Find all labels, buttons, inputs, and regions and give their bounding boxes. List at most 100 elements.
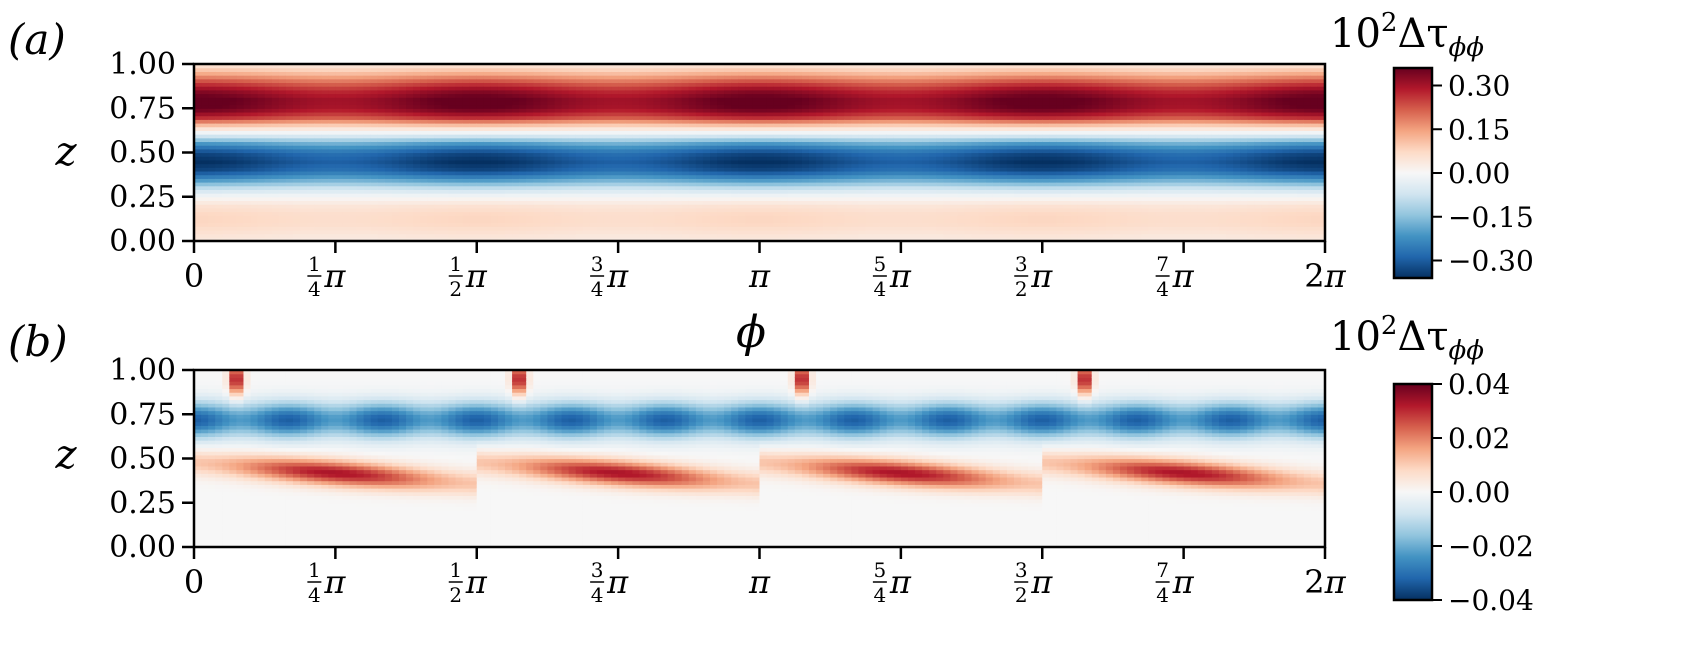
- heatmap-cell: [929, 233, 937, 238]
- heatmap-cell: [455, 167, 464, 172]
- heatmap-cell: [285, 111, 294, 117]
- heatmap-cell: [808, 204, 817, 209]
- heatmap-cell: [349, 111, 358, 117]
- heatmap-cell: [695, 222, 704, 227]
- heatmap-cell: [526, 229, 534, 235]
- heatmap-cell: [759, 233, 768, 238]
- heatmap-cell: [632, 134, 640, 139]
- heatmap-cell: [300, 67, 308, 72]
- heatmap-cell: [406, 100, 414, 106]
- heatmap-cell: [257, 174, 266, 179]
- heatmap-cell: [787, 78, 796, 84]
- heatmap-cell: [561, 170, 570, 176]
- heatmap-cell: [243, 185, 252, 190]
- heatmap-cell: [625, 170, 633, 176]
- heatmap-cell: [370, 123, 379, 128]
- heatmap-cell: [922, 237, 930, 242]
- heatmap-cell: [243, 71, 252, 76]
- heatmap-cell: [335, 226, 344, 231]
- heatmap-cell: [780, 104, 789, 109]
- heatmap-cell: [801, 141, 810, 146]
- heatmap-cell: [780, 159, 789, 165]
- heatmap-cell: [759, 200, 768, 205]
- heatmap-cell: [808, 126, 817, 131]
- heatmap-cell: [837, 141, 845, 146]
- heatmap-cell: [738, 86, 746, 91]
- heatmap-cell: [688, 104, 697, 109]
- heatmap-cell: [490, 137, 499, 143]
- heatmap-cell: [278, 156, 287, 161]
- heatmap-cell: [688, 141, 697, 146]
- heatmap-cell: [816, 111, 824, 117]
- heatmap-cell: [688, 108, 697, 113]
- heatmap-cell: [335, 218, 344, 224]
- heatmap-cell: [801, 100, 810, 106]
- heatmap-cell: [780, 204, 789, 209]
- heatmap-cell: [893, 126, 902, 131]
- heatmap-cell: [236, 182, 245, 187]
- heatmap-cell: [575, 137, 584, 143]
- heatmap-cell: [406, 97, 414, 102]
- heatmap-cell: [370, 156, 379, 161]
- heatmap-cell: [851, 119, 860, 124]
- heatmap-cell: [356, 104, 365, 109]
- heatmap-cell: [575, 174, 584, 179]
- heatmap-cell: [603, 119, 612, 124]
- heatmap-cell: [632, 159, 640, 165]
- heatmap-cell: [250, 200, 259, 205]
- heatmap-cell: [490, 71, 499, 76]
- heatmap-cell: [618, 126, 626, 131]
- heatmap-cell: [681, 130, 690, 135]
- heatmap-cell: [575, 123, 584, 128]
- heatmap-cell: [886, 222, 895, 227]
- heatmap-cell: [589, 196, 598, 202]
- heatmap-cell: [222, 196, 230, 202]
- heatmap-cell: [773, 145, 782, 150]
- heatmap-cell: [300, 97, 308, 102]
- heatmap-cell: [801, 222, 810, 227]
- heatmap-cell: [681, 141, 690, 146]
- heatmap-cell: [907, 130, 916, 135]
- heatmap-cell: [752, 233, 761, 238]
- heatmap-cell: [865, 100, 874, 106]
- heatmap-cell: [717, 71, 725, 76]
- heatmap-cell: [476, 229, 485, 235]
- heatmap-cell: [702, 204, 711, 209]
- heatmap-cell: [787, 145, 796, 150]
- heatmap-cell: [922, 167, 930, 172]
- heatmap-cell: [476, 211, 485, 216]
- heatmap-cell: [441, 204, 450, 209]
- heatmap-cell: [858, 193, 867, 198]
- heatmap-cell: [215, 148, 223, 154]
- heatmap-cell: [413, 145, 421, 150]
- heatmap-cell: [858, 215, 867, 220]
- heatmap-cell: [688, 145, 697, 150]
- heatmap-cell: [816, 215, 824, 220]
- heatmap-cell: [462, 189, 471, 194]
- heatmap-cell: [794, 148, 803, 154]
- heatmap-cell: [512, 86, 520, 91]
- heatmap-cell: [717, 204, 725, 209]
- heatmap-cell: [886, 134, 895, 139]
- heatmap-cell: [561, 215, 570, 220]
- heatmap-cell: [879, 226, 888, 231]
- heatmap-cell: [674, 64, 683, 69]
- heatmap-cell: [476, 152, 485, 157]
- heatmap-cell: [752, 82, 761, 87]
- heatmap-cell: [589, 233, 598, 238]
- heatmap-cell: [271, 126, 280, 131]
- heatmap-cell: [526, 189, 534, 194]
- heatmap-cell: [851, 64, 860, 69]
- heatmap-cell: [893, 170, 902, 176]
- heatmap-cell: [745, 82, 754, 87]
- heatmap-cell: [441, 163, 450, 168]
- heatmap-cell: [724, 108, 732, 113]
- heatmap-cell: [512, 156, 520, 161]
- heatmap-cell: [837, 167, 845, 172]
- heatmap-cell: [872, 115, 881, 120]
- heatmap-cell: [900, 204, 909, 209]
- heatmap-cell: [215, 156, 223, 161]
- heatmap-cell: [808, 170, 817, 176]
- heatmap-cell: [370, 104, 379, 109]
- heatmap-cell: [208, 115, 216, 120]
